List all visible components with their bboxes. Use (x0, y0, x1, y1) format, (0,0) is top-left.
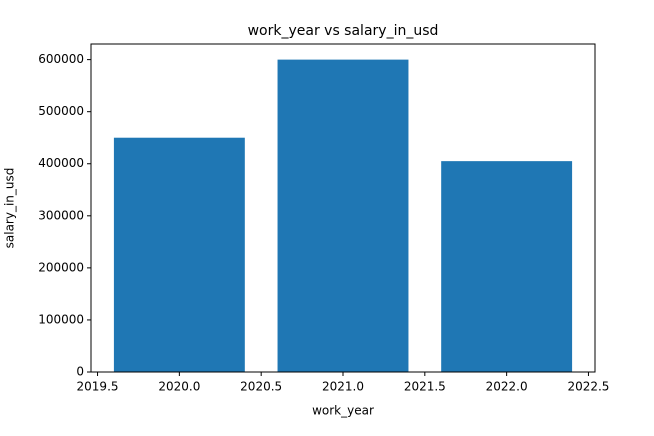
y-axis-label: salary_in_usd (3, 168, 17, 249)
x-tick-label: 2020.0 (158, 380, 200, 394)
x-tick-label: 2020.5 (240, 380, 282, 394)
x-tick-label: 2022.5 (567, 380, 609, 394)
x-tick-label: 2019.5 (77, 380, 119, 394)
y-tick-label: 300000 (38, 208, 84, 222)
y-tick-label: 600000 (38, 52, 84, 66)
x-tick-label: 2021.5 (404, 380, 446, 394)
bar (441, 161, 573, 372)
y-tick-label: 100000 (38, 312, 84, 326)
bar (113, 137, 245, 372)
chart-title: work_year vs salary_in_usd (248, 23, 439, 39)
plot-frame (90, 43, 596, 373)
y-tick-label: 500000 (38, 104, 84, 118)
y-tick-label: 0 (76, 365, 84, 379)
y-tick-label: 200000 (38, 260, 84, 274)
x-tick-label: 2022.0 (486, 380, 528, 394)
x-axis-label: work_year (312, 404, 374, 418)
x-tick-label: 2021.0 (322, 380, 364, 394)
bar (277, 59, 409, 372)
y-tick-label: 400000 (38, 156, 84, 170)
